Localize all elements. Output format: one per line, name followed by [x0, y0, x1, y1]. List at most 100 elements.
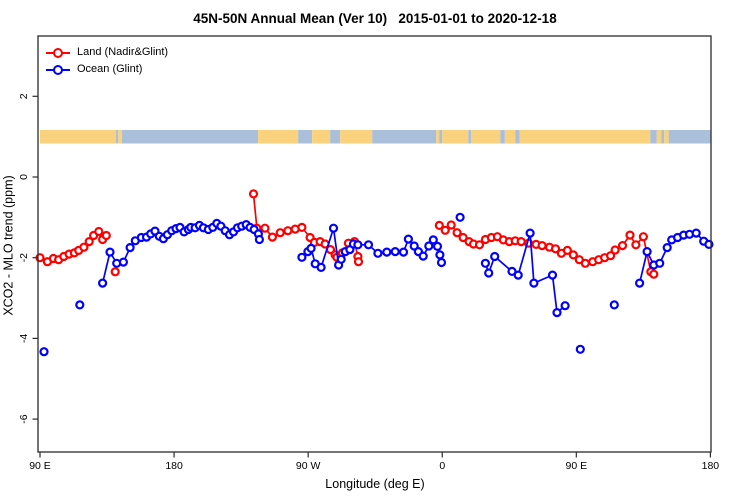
data-point	[458, 232, 468, 243]
data-point	[39, 347, 49, 357]
data-point	[398, 247, 409, 257]
x-tick-label: 0	[439, 460, 445, 472]
y-axis-ticks: 2 0 -2 -4 -6	[18, 93, 38, 424]
land-strip-segment	[258, 130, 299, 144]
data-point	[373, 248, 383, 258]
y-tick-label: 0	[18, 174, 30, 180]
data-point	[306, 243, 316, 253]
data-point	[336, 254, 346, 264]
data-point	[580, 258, 590, 268]
data-point	[260, 223, 270, 233]
x-tick-label: 90 E	[566, 460, 588, 472]
ocean-strip-segment	[115, 130, 119, 144]
data-point	[267, 232, 277, 242]
ocean-strip-segment	[439, 130, 443, 144]
ocean-strip-segment	[500, 130, 505, 144]
data-point	[484, 268, 494, 278]
y-tick-label: 2	[18, 93, 30, 99]
data-point	[434, 220, 444, 230]
data-point	[547, 270, 558, 280]
data-point	[390, 247, 400, 257]
ocean-strip-segment	[661, 130, 665, 144]
legend: Land (Nadir&Glint) Ocean (Glint)	[46, 44, 168, 78]
data-point	[662, 243, 672, 253]
land-series-marker-icon	[46, 47, 70, 58]
data-point	[94, 226, 104, 237]
data-point	[516, 237, 526, 247]
data-point	[297, 222, 307, 232]
data-point	[316, 262, 326, 272]
legend-item-land: Land (Nadir&Glint)	[46, 44, 168, 61]
data-point	[125, 243, 135, 253]
data-point	[537, 241, 547, 251]
ocean-strip-segment	[298, 130, 313, 144]
data-point	[84, 237, 94, 247]
ocean-series-marker-icon	[46, 64, 70, 75]
data-point	[617, 241, 628, 251]
land-strip-segment	[656, 130, 662, 144]
data-point	[328, 223, 339, 233]
ocean-strip-segment	[330, 130, 341, 144]
data-point	[625, 230, 635, 240]
data-point	[490, 251, 500, 262]
data-point	[552, 308, 562, 318]
y-tick-label: -2	[18, 253, 30, 262]
data-point	[105, 247, 115, 257]
data-point	[353, 257, 364, 267]
data-point	[424, 241, 434, 251]
ocean-strip-segment	[121, 130, 259, 144]
ocean-strip-segment	[372, 130, 437, 144]
legend-label-ocean: Ocean (Glint)	[77, 63, 143, 75]
data-point	[631, 240, 641, 250]
data-point	[691, 228, 701, 238]
ocean-series	[39, 212, 714, 357]
land-strip-segment	[340, 130, 373, 144]
plot-box	[37, 35, 712, 453]
data-point	[655, 258, 665, 268]
data-point	[428, 235, 438, 245]
data-point	[609, 300, 619, 310]
ocean-strip-segment	[468, 130, 472, 144]
data-point	[110, 267, 120, 277]
data-point	[446, 220, 456, 230]
data-point	[97, 278, 108, 288]
x-tick-label: 180	[702, 460, 720, 472]
data-point	[638, 232, 649, 242]
data-point	[610, 245, 620, 255]
data-point	[79, 242, 89, 252]
land-strip-segment	[442, 130, 469, 144]
data-point	[562, 245, 573, 255]
data-point	[75, 300, 85, 310]
data-point	[605, 251, 616, 261]
data-point	[480, 258, 490, 268]
data-point	[529, 278, 539, 288]
data-point	[403, 234, 413, 244]
data-point	[101, 230, 111, 241]
ocean-strip-segment	[515, 130, 520, 144]
data-point	[455, 212, 465, 222]
land-series	[35, 189, 659, 279]
land-strip-segment	[504, 130, 516, 144]
x-axis-ticks: 90 E 180 90 W 0 90 E 180	[29, 452, 719, 472]
data-point	[452, 228, 462, 238]
data-point	[275, 228, 285, 238]
data-point	[474, 240, 485, 250]
legend-item-ocean: Ocean (Glint)	[46, 61, 168, 78]
data-point	[435, 250, 445, 260]
y-tick-label: -6	[18, 414, 30, 423]
land-strip-segment	[312, 130, 331, 144]
series-line	[484, 232, 566, 315]
ocean-strip-segment	[668, 130, 711, 144]
y-axis-label: XCO2 - MLO trend (ppm)	[1, 175, 16, 316]
data-point	[118, 257, 129, 267]
y-tick-label: -4	[18, 334, 30, 343]
legend-label-land: Land (Nadir&Glint)	[77, 46, 169, 58]
data-point	[363, 240, 374, 250]
data-point	[382, 247, 392, 257]
data-point	[513, 270, 523, 280]
chart-title: 45N-50N Annual Mean (Ver 10) 2015-01-01 …	[193, 11, 557, 26]
data-point	[248, 189, 259, 199]
data-point	[353, 240, 363, 250]
